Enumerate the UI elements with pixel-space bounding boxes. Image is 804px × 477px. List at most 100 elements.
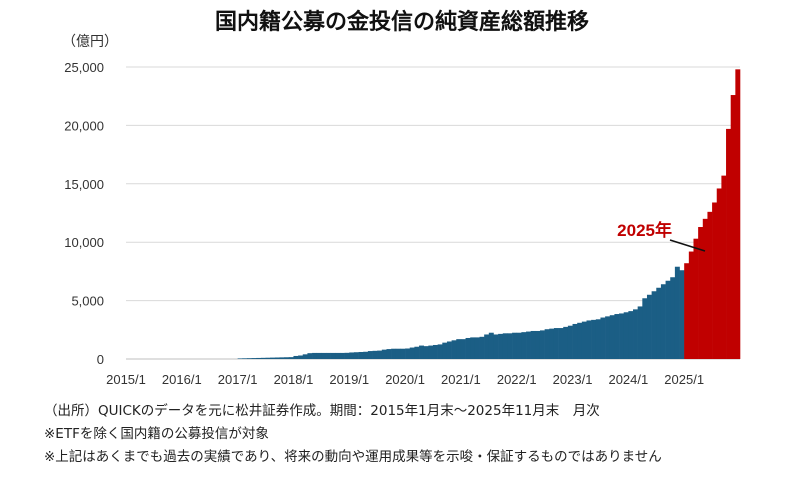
bar <box>391 348 397 359</box>
x-tick-label: 2025/1 <box>664 372 704 387</box>
bar <box>637 306 643 359</box>
bar <box>353 352 359 359</box>
bar <box>335 352 341 359</box>
bar <box>409 347 415 359</box>
bar <box>512 332 518 359</box>
bar <box>712 202 718 359</box>
bar <box>670 277 676 359</box>
y-tick-label: 20,000 <box>64 118 104 133</box>
bar <box>693 238 699 359</box>
bar <box>400 348 406 359</box>
bar <box>660 284 666 359</box>
bar <box>721 175 727 359</box>
bar <box>256 357 262 359</box>
bar <box>479 336 485 359</box>
bar <box>302 354 308 359</box>
bar <box>730 95 736 360</box>
bar <box>577 322 583 359</box>
bar <box>646 294 652 359</box>
x-tick-label: 2017/1 <box>218 372 258 387</box>
annotation-2025-label: 2025年 <box>617 220 672 240</box>
bar <box>656 287 662 359</box>
bar <box>405 348 411 359</box>
bar <box>484 334 490 359</box>
bar <box>419 345 424 359</box>
bar <box>698 227 704 359</box>
bar <box>488 332 494 359</box>
bar <box>442 342 448 359</box>
bar <box>581 321 587 359</box>
bar <box>251 358 257 359</box>
bar <box>614 314 620 359</box>
bar <box>446 341 452 359</box>
bar <box>544 329 550 359</box>
bar <box>386 349 392 359</box>
bar <box>674 266 680 359</box>
bar <box>539 330 545 359</box>
x-tick-label: 2022/1 <box>497 372 537 387</box>
y-tick-label: 15,000 <box>64 177 104 192</box>
bar <box>558 328 564 359</box>
bar <box>246 358 252 359</box>
bar <box>363 351 369 359</box>
bar <box>423 346 429 359</box>
bar <box>716 188 722 359</box>
bar <box>605 316 611 359</box>
bar <box>460 339 466 359</box>
bar <box>586 320 592 359</box>
disclaimer-note: ※上記はあくまでも過去の実績であり、将来の動向や運用成果等を示唆・保証するもので… <box>44 449 662 465</box>
y-axis-unit-label: （億円） <box>62 34 118 50</box>
bar <box>623 312 629 359</box>
x-tick-label: 2015/1 <box>106 372 146 387</box>
bar <box>591 319 597 359</box>
bar <box>633 309 638 359</box>
bar <box>265 357 271 359</box>
bar <box>609 315 615 359</box>
x-tick-label: 2023/1 <box>553 372 593 387</box>
bar <box>414 346 420 359</box>
bar <box>470 337 476 359</box>
bar <box>298 355 304 359</box>
bar <box>288 357 294 359</box>
annotation-pointer-line <box>669 239 706 252</box>
bar <box>688 251 694 359</box>
x-tick-label: 2021/1 <box>441 372 481 387</box>
bar <box>549 328 555 359</box>
bar <box>498 333 504 359</box>
bar <box>279 357 285 359</box>
x-tick-label: 2016/1 <box>162 372 202 387</box>
bar <box>679 270 685 359</box>
bar <box>312 352 318 359</box>
bar <box>307 353 313 359</box>
chart-title: 国内籍公募の金投信の純資産総額推移 <box>214 10 589 35</box>
bar <box>428 345 434 359</box>
bar <box>595 319 601 359</box>
bar <box>381 349 387 359</box>
bar <box>270 357 276 359</box>
bar <box>242 358 248 359</box>
x-tick-label: 2019/1 <box>329 372 369 387</box>
bar <box>474 337 480 359</box>
bar <box>293 355 299 359</box>
bar <box>530 330 536 359</box>
bar <box>465 337 471 359</box>
bar <box>553 328 559 359</box>
y-axis-ticks: 25,000 20,000 15,000 10,000 5,000 0 <box>64 60 104 367</box>
x-tick-label: 2020/1 <box>385 372 425 387</box>
bar <box>572 323 578 359</box>
x-tick-label: 2024/1 <box>608 372 648 387</box>
bar <box>684 263 690 359</box>
bar <box>321 352 327 359</box>
bar <box>521 332 527 359</box>
bar <box>316 352 322 359</box>
bar <box>493 334 499 359</box>
y-tick-label: 5,000 <box>71 294 104 309</box>
source-note: （出所）QUICKのデータを元に松井証券作成。期間：2015年1月末～2025年… <box>44 403 600 419</box>
bar <box>456 339 462 359</box>
bar <box>260 357 266 359</box>
bar <box>642 298 648 359</box>
bar <box>437 344 443 359</box>
bar <box>358 351 364 359</box>
bar <box>600 317 606 359</box>
bar <box>367 351 373 359</box>
